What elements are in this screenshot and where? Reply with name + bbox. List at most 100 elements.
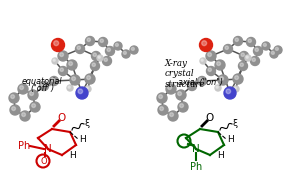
Circle shape xyxy=(247,37,255,46)
Circle shape xyxy=(223,44,232,53)
Circle shape xyxy=(28,90,38,100)
Circle shape xyxy=(253,46,263,56)
Circle shape xyxy=(104,58,107,61)
Circle shape xyxy=(159,95,163,98)
Circle shape xyxy=(270,50,278,58)
Circle shape xyxy=(122,50,130,58)
Circle shape xyxy=(218,75,228,85)
Circle shape xyxy=(52,58,58,64)
Circle shape xyxy=(225,46,229,50)
Text: ("off"): ("off") xyxy=(30,84,54,94)
Circle shape xyxy=(157,93,167,103)
Circle shape xyxy=(60,68,63,71)
Circle shape xyxy=(67,60,77,70)
Circle shape xyxy=(202,41,207,46)
Circle shape xyxy=(60,53,64,57)
Text: X-ray
crystal
structure: X-ray crystal structure xyxy=(165,59,206,89)
Circle shape xyxy=(233,86,239,92)
Circle shape xyxy=(262,42,270,50)
Circle shape xyxy=(274,46,282,54)
Text: N: N xyxy=(192,144,200,154)
Circle shape xyxy=(233,74,243,84)
Text: O: O xyxy=(205,113,213,123)
Circle shape xyxy=(271,51,274,54)
Circle shape xyxy=(107,48,110,51)
Circle shape xyxy=(234,36,242,46)
Circle shape xyxy=(30,102,40,112)
Circle shape xyxy=(245,55,251,61)
Circle shape xyxy=(239,51,249,60)
Circle shape xyxy=(93,53,96,57)
Circle shape xyxy=(239,61,247,70)
Circle shape xyxy=(59,67,67,75)
Circle shape xyxy=(52,39,65,51)
Circle shape xyxy=(187,81,197,91)
Circle shape xyxy=(20,86,23,90)
Circle shape xyxy=(255,48,258,51)
Circle shape xyxy=(114,42,122,50)
Circle shape xyxy=(77,46,81,50)
Circle shape xyxy=(32,104,36,108)
Circle shape xyxy=(20,111,30,121)
Circle shape xyxy=(224,87,236,99)
Circle shape xyxy=(200,39,213,51)
Circle shape xyxy=(168,111,178,121)
Text: axial ("on"): axial ("on") xyxy=(178,77,223,87)
Circle shape xyxy=(87,38,91,41)
Circle shape xyxy=(206,51,216,61)
Circle shape xyxy=(18,84,28,94)
Circle shape xyxy=(54,41,59,46)
Circle shape xyxy=(207,67,215,75)
Circle shape xyxy=(85,86,91,92)
Circle shape xyxy=(99,37,107,46)
Circle shape xyxy=(235,76,239,80)
Circle shape xyxy=(250,57,260,66)
Circle shape xyxy=(252,58,255,61)
Circle shape xyxy=(87,76,91,80)
Circle shape xyxy=(41,83,44,86)
Circle shape xyxy=(10,105,20,115)
Circle shape xyxy=(78,89,83,94)
Circle shape xyxy=(234,87,236,89)
Text: ξ: ξ xyxy=(84,119,90,128)
Circle shape xyxy=(72,77,75,81)
Circle shape xyxy=(69,62,73,66)
Circle shape xyxy=(70,75,80,85)
Circle shape xyxy=(51,78,54,81)
Circle shape xyxy=(246,56,248,58)
Circle shape xyxy=(68,86,70,88)
Circle shape xyxy=(235,38,239,41)
Circle shape xyxy=(216,86,218,88)
Circle shape xyxy=(76,87,88,99)
Circle shape xyxy=(75,44,84,53)
Circle shape xyxy=(49,77,59,85)
Circle shape xyxy=(115,43,118,46)
Circle shape xyxy=(215,60,225,70)
Circle shape xyxy=(160,107,163,111)
Circle shape xyxy=(39,81,49,91)
Circle shape xyxy=(199,78,202,81)
Circle shape xyxy=(30,92,33,95)
Circle shape xyxy=(178,102,188,112)
Circle shape xyxy=(176,90,186,100)
Circle shape xyxy=(197,77,207,85)
Circle shape xyxy=(180,104,184,108)
Circle shape xyxy=(189,83,192,86)
Circle shape xyxy=(248,39,251,43)
Text: H: H xyxy=(79,135,86,143)
Circle shape xyxy=(100,39,103,43)
Circle shape xyxy=(215,85,221,91)
Circle shape xyxy=(131,47,134,50)
Circle shape xyxy=(98,56,100,58)
Circle shape xyxy=(170,113,173,116)
Circle shape xyxy=(130,46,138,54)
Circle shape xyxy=(201,59,203,61)
Circle shape xyxy=(275,47,279,50)
Circle shape xyxy=(85,74,95,84)
Circle shape xyxy=(86,87,88,89)
Text: O: O xyxy=(57,113,65,123)
Circle shape xyxy=(226,89,231,94)
Text: ξ: ξ xyxy=(232,119,238,128)
Circle shape xyxy=(22,113,25,116)
Circle shape xyxy=(220,77,223,81)
